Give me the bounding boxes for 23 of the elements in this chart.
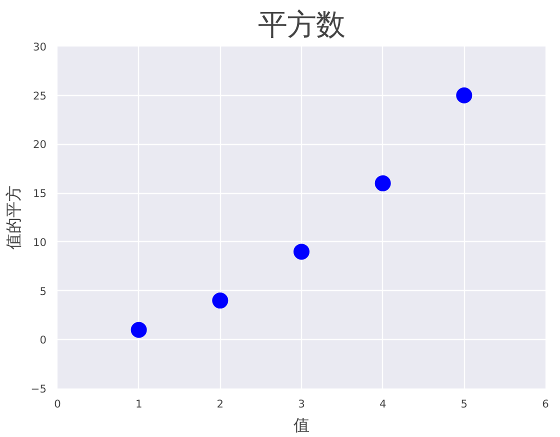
chart-title: 平方数 (258, 8, 345, 42)
y-tick-label: 5 (40, 284, 46, 298)
x-axis-title: 值 (294, 416, 310, 434)
x-tick-label: 2 (216, 398, 224, 410)
point (374, 175, 391, 192)
y-tick-label: 30 (32, 40, 47, 54)
x-tick-label: 0 (54, 398, 62, 410)
x-tick-label: 5 (460, 398, 468, 410)
y-tick-label: −5 (30, 382, 47, 396)
point (294, 244, 310, 260)
y-tick-label: 20 (32, 138, 47, 152)
y-axis-title: 值的平方 (4, 186, 23, 250)
x-tick-label: 4 (379, 398, 386, 410)
x-tick-label: 6 (542, 398, 550, 410)
y-tick-label: 10 (32, 236, 47, 249)
point (456, 87, 472, 104)
point (130, 322, 147, 338)
x-tick-label: 1 (135, 398, 142, 410)
point (212, 292, 228, 309)
y-tick-label: 0 (40, 334, 47, 347)
y-tick-label: 15 (32, 187, 47, 200)
y-tick-label: 25 (32, 89, 47, 102)
x-tick-label: 3 (298, 398, 305, 410)
